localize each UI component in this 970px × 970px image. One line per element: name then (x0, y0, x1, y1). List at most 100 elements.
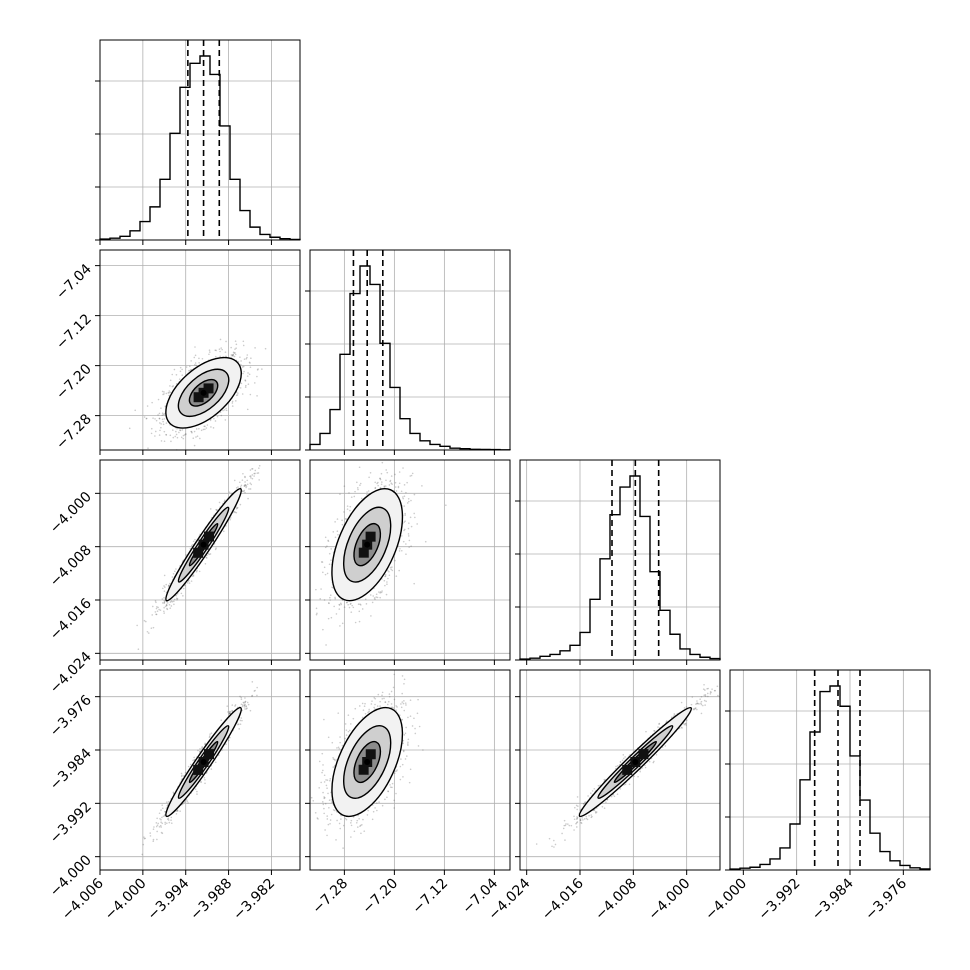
scatter-point (232, 353, 234, 356)
scatter-point (146, 630, 149, 633)
scatter-point (246, 375, 249, 377)
scatter-point (154, 418, 156, 420)
scatter-point (128, 427, 131, 430)
scatter-point (208, 349, 211, 352)
scatter-point (192, 437, 195, 440)
scatter-point (244, 481, 246, 483)
scatter-point (244, 483, 247, 486)
scatter-point (315, 613, 318, 616)
scatter-point (239, 695, 241, 698)
grid-layer (99, 40, 930, 870)
scatter-point (349, 505, 352, 508)
scatter-point (234, 340, 237, 342)
scatter-point (384, 485, 387, 487)
scatter-point (359, 603, 361, 606)
scatter-point (360, 604, 362, 606)
scatter-point (163, 602, 165, 604)
scatter-point (201, 747, 203, 750)
scatter-point (244, 701, 246, 704)
scatter-point (234, 351, 236, 354)
scatter-point (204, 562, 207, 565)
scatter-point (212, 427, 215, 429)
scatter-point (256, 395, 258, 397)
scatter-point (152, 828, 155, 831)
scatter-point (181, 368, 183, 371)
scatter-point (147, 447, 149, 449)
scatter-point (410, 474, 413, 477)
scatter-point (155, 825, 158, 828)
scatter-point (226, 705, 229, 707)
scatter-point (258, 467, 260, 469)
scatter-point (248, 373, 251, 376)
scatter-point (175, 433, 178, 436)
scatter-point (154, 430, 157, 433)
scatter-point (374, 487, 377, 490)
scatter-point (339, 602, 342, 605)
scatter-point (228, 712, 231, 715)
scatter-point (341, 622, 344, 625)
scatter-point (399, 547, 401, 550)
scatter-point (231, 402, 234, 404)
scatter-point (403, 521, 405, 523)
scatter-point (405, 491, 407, 494)
scatter-point (228, 710, 231, 713)
scatter-point (394, 559, 396, 562)
scatter-point (233, 352, 236, 354)
scatter-point (176, 810, 179, 812)
scatter-point (339, 493, 341, 495)
scatter-point (170, 816, 173, 819)
scatter-point (193, 444, 196, 447)
scatter-point (338, 604, 341, 606)
scatter-point (402, 497, 405, 500)
scatter-point (160, 821, 162, 824)
scatter-point (335, 613, 338, 615)
scatter-point (147, 632, 150, 634)
scatter-point (213, 417, 215, 420)
scatter-point (232, 354, 235, 356)
scatter-point (143, 619, 146, 622)
scatter-point (155, 822, 158, 824)
scatter-point (376, 596, 379, 599)
scatter-point (244, 701, 246, 703)
scatter-point (200, 429, 203, 432)
scatter-point (244, 484, 247, 487)
scatter-point (166, 607, 168, 610)
scatter-point (370, 615, 372, 617)
scatter-point (236, 507, 239, 509)
scatter-point (167, 392, 170, 394)
scatter-point (258, 479, 260, 481)
scatter-point (241, 719, 243, 722)
scatter-point (324, 546, 327, 549)
scatter-point (391, 569, 394, 572)
scatter-point (380, 483, 383, 486)
scatter-point (196, 793, 198, 795)
scatter-point (323, 566, 326, 569)
scatter-point (243, 489, 246, 492)
scatter-point (229, 710, 232, 713)
scatter-point (182, 437, 185, 440)
scatter-point (196, 435, 199, 437)
scatter-point (180, 436, 183, 439)
scatter-point (163, 610, 165, 613)
scatter-point (186, 582, 189, 584)
scatter-point (178, 378, 181, 380)
scatter-point (244, 379, 247, 381)
scatter-point (162, 587, 164, 590)
scatter-point (175, 568, 177, 570)
scatter-point (175, 597, 178, 600)
scatter-point (207, 552, 210, 555)
scatter-point (198, 357, 200, 360)
scatter-point (383, 485, 386, 488)
scatter-point (361, 608, 364, 610)
scatter-point (245, 486, 247, 489)
scatter-point (187, 802, 189, 804)
scatter-point (231, 354, 234, 357)
scatter-point (232, 355, 234, 357)
scatter-point (246, 408, 249, 411)
scatter-point (330, 559, 332, 561)
scatter-point (214, 548, 217, 551)
scatter-point (169, 607, 172, 609)
scatter-point (243, 370, 245, 373)
scatter-point (165, 422, 168, 424)
scatter-point (145, 417, 148, 420)
